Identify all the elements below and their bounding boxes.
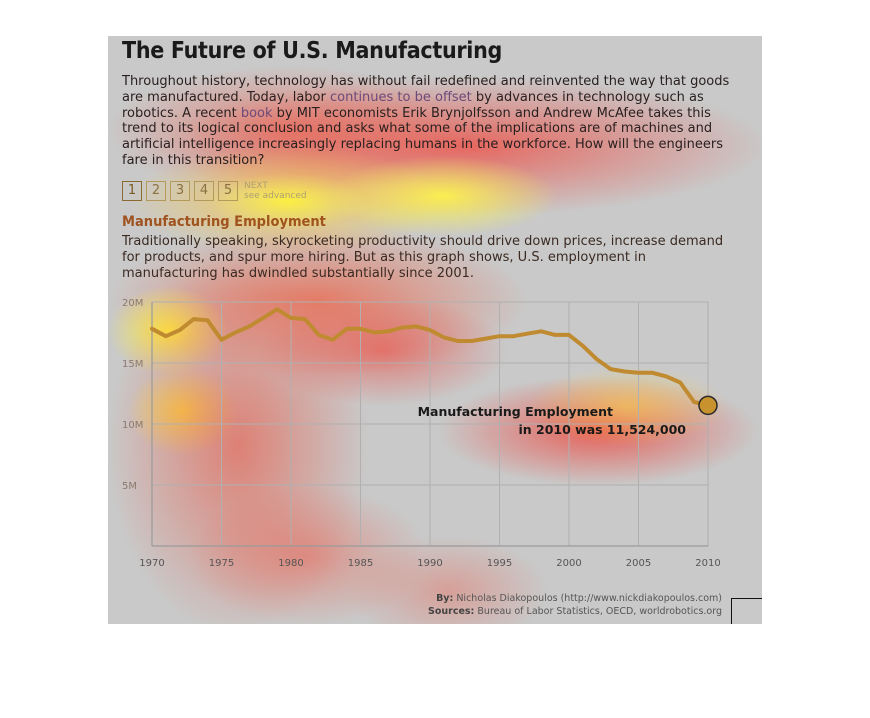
y-tick-label: 5M [122, 481, 137, 492]
annotation-line-1: Manufacturing Employment [418, 404, 613, 419]
x-tick-label: 2005 [626, 558, 651, 569]
intro-text: by advances in technology such as roboti… [122, 89, 704, 121]
annotation-line-2: in 2010 was 11,524,000 [518, 422, 686, 437]
by-label: By: [436, 593, 454, 604]
x-tick-label: 1995 [487, 558, 512, 569]
y-tick-label: 10M [122, 420, 143, 431]
x-tick-label: 1980 [278, 558, 303, 569]
page-title: The Future of U.S. Manufacturing [122, 38, 503, 64]
sources-text: Bureau of Labor Statistics, OECD, worldr… [477, 606, 722, 617]
intro-text: by MIT economists Erik Brynjolfsson and … [122, 105, 724, 168]
next-button[interactable]: NEXT see advanced [244, 181, 307, 201]
page-button-3[interactable]: 3 [170, 181, 190, 201]
page-button-4[interactable]: 4 [194, 181, 214, 201]
sources-label: Sources: [428, 606, 475, 617]
x-tick-label: 1970 [139, 558, 164, 569]
x-tick-label: 1990 [417, 558, 442, 569]
page-button-5[interactable]: 5 [218, 181, 238, 201]
divider-line [731, 598, 762, 599]
page-button-2[interactable]: 2 [146, 181, 166, 201]
offset-link[interactable]: continues to be offset [330, 89, 472, 105]
final-data-point[interactable] [698, 395, 718, 416]
y-tick-label: 15M [122, 359, 143, 370]
credits: By: Nicholas Diakopoulos (http://www.nic… [428, 592, 722, 618]
intro-paragraph: Throughout history, technology has witho… [122, 74, 732, 169]
section-title: Manufacturing Employment [122, 214, 326, 230]
x-tick-label: 2000 [556, 558, 581, 569]
book-link[interactable]: book [240, 105, 273, 121]
x-tick-label: 1975 [209, 558, 234, 569]
author-link[interactable]: Nicholas Diakopoulos (http://www.nickdia… [456, 593, 722, 604]
infographic-panel: The Future of U.S. Manufacturing Through… [108, 36, 762, 624]
pagination: 1 2 3 4 5 NEXT see advanced [122, 181, 307, 201]
divider-line [731, 598, 732, 624]
employment-series-line [150, 307, 710, 408]
page-button-1[interactable]: 1 [122, 181, 142, 201]
section-body: Traditionally speaking, skyrocketing pro… [122, 234, 724, 281]
y-tick-label: 20M [122, 298, 143, 309]
x-tick-label: 2010 [695, 558, 720, 569]
x-tick-label: 1985 [348, 558, 373, 569]
intro-text: Throughout history, technology has witho… [122, 74, 730, 105]
employment-line-chart: 5M 10M 15M 20M 1970 1975 1980 1985 1990 1995 2000… [122, 298, 721, 569]
